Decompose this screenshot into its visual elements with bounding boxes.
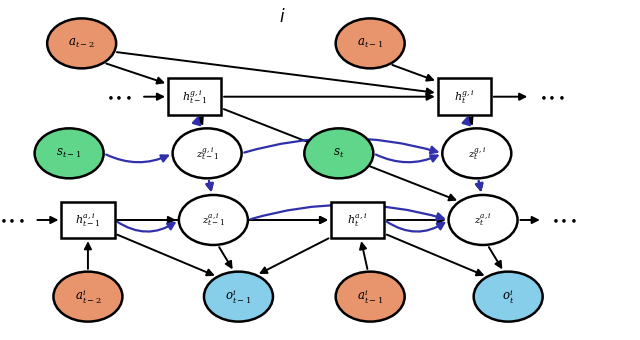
Ellipse shape (54, 272, 122, 322)
Text: $z_{t-1}^{g,i}$: $z_{t-1}^{g,i}$ (196, 145, 219, 162)
Ellipse shape (449, 195, 518, 245)
Ellipse shape (35, 128, 104, 178)
FancyBboxPatch shape (331, 202, 384, 238)
Ellipse shape (442, 128, 511, 178)
Ellipse shape (204, 272, 273, 322)
Text: $\bullet\!\bullet\!\bullet$: $\bullet\!\bullet\!\bullet$ (539, 90, 565, 103)
Text: $a_{t-2}$: $a_{t-2}$ (68, 37, 95, 50)
FancyBboxPatch shape (168, 79, 221, 115)
Ellipse shape (336, 272, 404, 322)
Ellipse shape (47, 18, 116, 68)
Text: $o_{t-1}^i$: $o_{t-1}^i$ (225, 287, 252, 306)
Text: $h_{t}^{a,i}$: $h_{t}^{a,i}$ (348, 211, 368, 229)
Ellipse shape (179, 195, 248, 245)
Ellipse shape (474, 272, 543, 322)
Text: $z_{t}^{g,i}$: $z_{t}^{g,i}$ (468, 145, 486, 162)
Text: $z_{t}^{a,i}$: $z_{t}^{a,i}$ (474, 211, 492, 228)
Text: $o_t^i$: $o_t^i$ (502, 287, 515, 306)
Text: $h_{t-1}^{g,i}$: $h_{t-1}^{g,i}$ (182, 88, 207, 106)
Text: $s_{t-1}$: $s_{t-1}$ (56, 147, 82, 160)
Ellipse shape (173, 128, 242, 178)
FancyBboxPatch shape (61, 202, 115, 238)
FancyBboxPatch shape (438, 79, 491, 115)
Text: $\bullet\!\bullet\!\bullet$: $\bullet\!\bullet\!\bullet$ (106, 90, 132, 103)
Text: $a_{t-2}^i$: $a_{t-2}^i$ (74, 287, 101, 306)
Ellipse shape (305, 128, 373, 178)
Text: $z_{t-1}^{a,i}$: $z_{t-1}^{a,i}$ (202, 211, 225, 228)
Text: $\bullet\!\bullet\!\bullet$: $\bullet\!\bullet\!\bullet$ (0, 214, 26, 226)
Text: $a_{t-1}$: $a_{t-1}$ (357, 37, 383, 50)
Text: $\bullet\!\bullet\!\bullet$: $\bullet\!\bullet\!\bullet$ (551, 214, 578, 226)
Text: $s_t$: $s_t$ (333, 147, 344, 160)
Text: $i$: $i$ (279, 8, 285, 26)
Text: $a_{t-1}^i$: $a_{t-1}^i$ (357, 287, 383, 306)
Text: $h_{t-1}^{a,i}$: $h_{t-1}^{a,i}$ (75, 211, 100, 229)
Ellipse shape (336, 18, 404, 68)
Text: $h_{t}^{g,i}$: $h_{t}^{g,i}$ (454, 88, 475, 106)
